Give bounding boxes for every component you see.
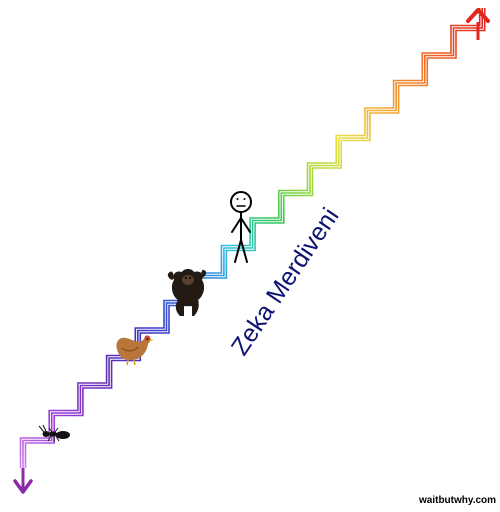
rainbow-staircase bbox=[19, 8, 486, 468]
diagram-title: Zeka Merdiveni bbox=[226, 203, 345, 360]
staircase-line bbox=[24, 8, 486, 468]
chimpanzee-icon bbox=[167, 269, 207, 316]
staircase-line bbox=[19, 8, 481, 468]
credit-text: waitbutwhy.com bbox=[418, 495, 496, 506]
arrow-down-icon bbox=[13, 468, 33, 494]
chicken-icon bbox=[116, 335, 154, 366]
arrow-up-icon bbox=[466, 8, 490, 40]
stick-figure-human-icon bbox=[230, 191, 252, 263]
ant-icon bbox=[38, 424, 70, 442]
staircase-line bbox=[22, 8, 483, 468]
